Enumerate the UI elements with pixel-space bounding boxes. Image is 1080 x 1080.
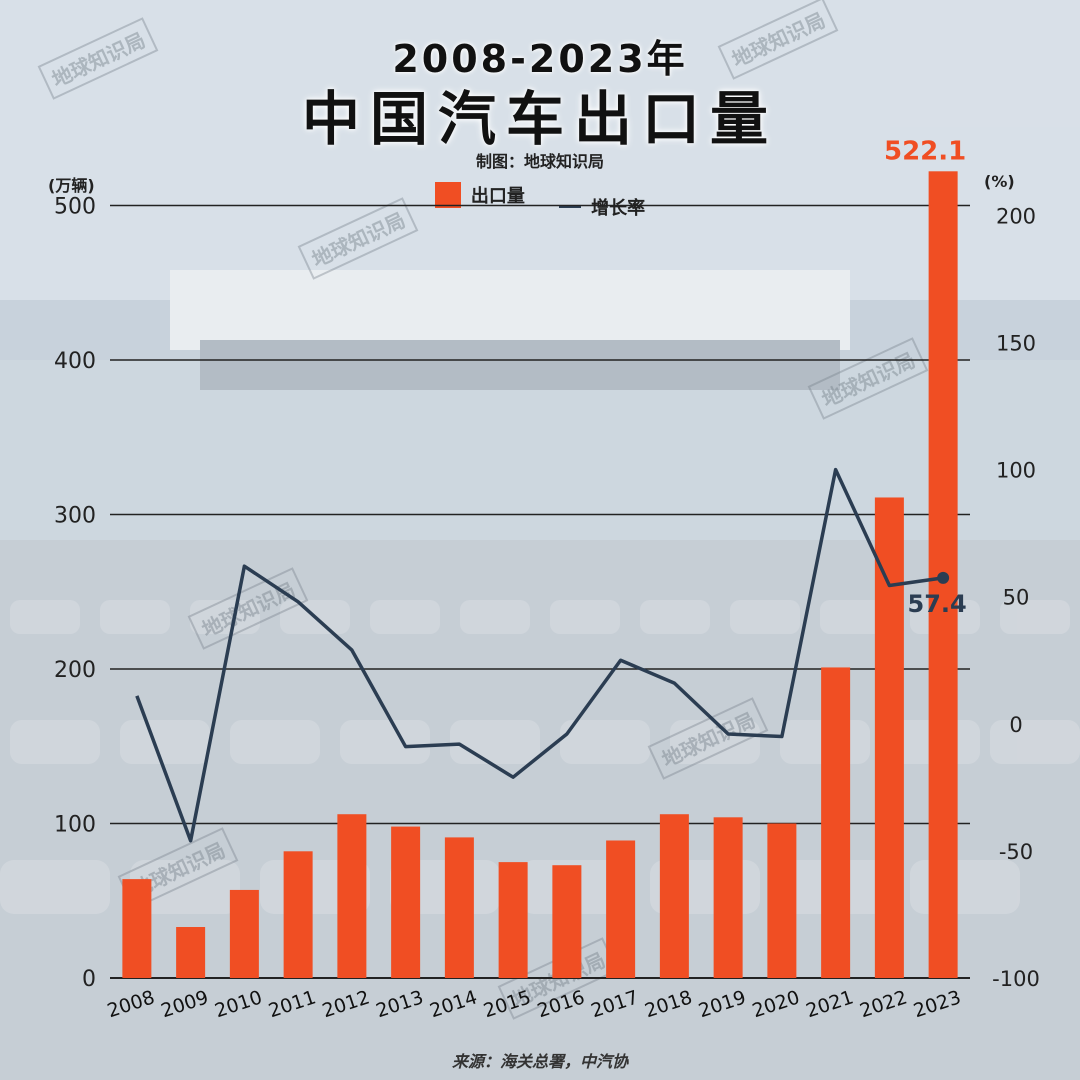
right-tick-label: 50 <box>1003 586 1030 610</box>
x-tick-label: 2022 <box>857 986 910 1022</box>
line-point <box>937 571 950 584</box>
x-tick-label: 2023 <box>911 986 964 1022</box>
legend-bar-label: 出口量 <box>470 186 525 207</box>
growth-rate-line <box>135 467 944 843</box>
bar-data-label: 522.1 <box>884 136 966 166</box>
left-tick-label: 100 <box>54 812 96 837</box>
left-axis-unit: (万辆) <box>48 176 95 195</box>
legend-item-line: 增长率 <box>559 194 645 220</box>
right-tick-label: -50 <box>999 840 1033 864</box>
chart-credit: 制图：地球知识局 <box>475 152 604 171</box>
bar <box>606 840 636 978</box>
left-tick-label: 500 <box>54 194 96 219</box>
bar <box>821 667 851 978</box>
right-tick-label: -100 <box>992 967 1040 991</box>
legend-bar-swatch <box>434 182 461 208</box>
bar <box>444 837 474 978</box>
chart-legend: 出口量 增长率 <box>0 182 1080 220</box>
x-tick-label: 2012 <box>320 986 373 1022</box>
x-tick-label: 2015 <box>481 986 534 1022</box>
x-tick-label: 2018 <box>642 986 695 1022</box>
left-tick-label: 300 <box>54 503 96 528</box>
x-tick-label: 2013 <box>373 986 426 1022</box>
bar <box>498 862 528 978</box>
chart-title: 中国汽车出口量 <box>301 85 778 153</box>
bar <box>874 497 904 978</box>
bar <box>337 814 367 978</box>
right-tick-label: 150 <box>996 332 1036 356</box>
left-tick-label: 200 <box>54 658 96 683</box>
x-tick-label: 2019 <box>696 986 749 1022</box>
x-tick-label: 2020 <box>750 986 803 1022</box>
bar <box>283 851 313 978</box>
x-tick-label: 2008 <box>105 986 158 1022</box>
bar <box>122 879 152 978</box>
legend-line-swatch <box>559 205 582 208</box>
bar <box>659 814 689 978</box>
x-tick-label: 2017 <box>588 986 641 1022</box>
right-tick-label: 200 <box>996 204 1036 228</box>
chart-source: 来源：海关总署，中汽协 <box>451 1052 628 1071</box>
left-tick-label: 0 <box>82 967 96 992</box>
x-tick-label: 2009 <box>158 986 211 1022</box>
x-tick-label: 2011 <box>266 986 319 1022</box>
x-tick-label: 2014 <box>427 986 480 1022</box>
x-tick-label: 2021 <box>803 986 856 1022</box>
right-tick-label: 100 <box>996 459 1036 483</box>
left-tick-label: 400 <box>54 349 96 374</box>
bar <box>229 889 259 978</box>
chart-title-years: 2008-2023年 <box>392 37 688 81</box>
bar <box>391 826 421 978</box>
legend-item-bar: 出口量 <box>434 182 525 208</box>
bar <box>713 817 743 978</box>
bar <box>552 865 582 978</box>
right-axis-unit: (%) <box>984 172 1015 191</box>
x-tick-label: 2010 <box>212 986 265 1022</box>
legend-line-label: 增长率 <box>591 197 646 219</box>
bar <box>176 927 206 978</box>
line-data-label: 57.4 <box>908 590 967 618</box>
right-tick-label: 0 <box>1009 713 1022 737</box>
bar <box>767 823 797 978</box>
x-tick-label: 2016 <box>535 986 588 1022</box>
